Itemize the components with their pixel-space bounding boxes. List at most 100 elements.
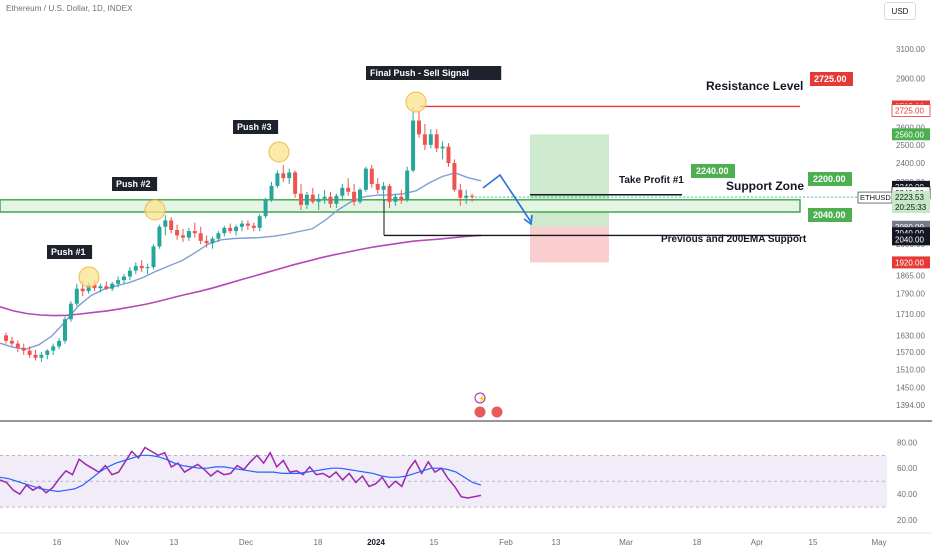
y-tick-label: 2400.00 (896, 159, 925, 168)
candle-body (334, 195, 339, 204)
candle-body (63, 319, 67, 341)
candle-body (127, 270, 132, 277)
candle-body (68, 303, 73, 320)
candle (98, 283, 103, 293)
price-axis-tag-bg (892, 233, 930, 246)
candle-body (251, 225, 256, 228)
rsi-line (0, 446, 482, 499)
candle (281, 164, 286, 182)
candle-body (110, 283, 115, 289)
push-label: Push #2 (112, 177, 158, 191)
previous-support-tag: 2040.00 (800, 208, 852, 230)
candle-body (293, 172, 298, 194)
previous-support-tag-text: 2040.00 (813, 210, 846, 220)
candle (222, 225, 227, 237)
push-label: Push #1 (47, 245, 93, 259)
candle-body (452, 163, 457, 190)
push-label-bg (47, 245, 93, 259)
support-zone-label: Support Zone (726, 179, 804, 193)
support-zone-tag-shape (800, 172, 852, 193)
push-label-bg (112, 177, 158, 191)
candle (322, 189, 327, 204)
candle (251, 222, 256, 232)
candle-body (163, 220, 168, 227)
push-marker (78, 266, 100, 288)
lightning-icon: ⚡ (478, 394, 487, 403)
candle-body (204, 240, 209, 244)
candle-body (27, 350, 32, 355)
candle-body (428, 134, 433, 145)
candle-body (381, 185, 386, 190)
candle-body (133, 265, 138, 271)
candle (375, 178, 380, 194)
y-tick-label: 1790.00 (896, 290, 925, 299)
candle-body (281, 173, 286, 179)
candle (145, 263, 150, 275)
last-price-bg (892, 191, 930, 214)
resistance-tag-shape (800, 72, 853, 94)
candle (228, 223, 233, 234)
candle-body (328, 196, 333, 204)
candle-body (80, 288, 85, 292)
price-axis-tag-text: 2725.00 (895, 107, 924, 116)
stop-zone (530, 226, 609, 263)
projection-arrowhead (523, 214, 533, 226)
candle (4, 332, 8, 344)
candle-body (116, 280, 121, 284)
candle-body (263, 199, 268, 217)
y-tick-label: 1865.00 (896, 271, 925, 280)
candle-body (4, 335, 8, 341)
y-tick-label: 2500.00 (896, 141, 925, 150)
candle (464, 189, 469, 204)
candle-body (310, 194, 315, 202)
x-tick-label: 2024 (367, 538, 385, 547)
symbol-title: Ethereum / U.S. Dollar, 1D, INDEX (6, 4, 133, 13)
candle (9, 336, 14, 347)
candle (104, 281, 109, 290)
candle (405, 166, 410, 202)
resistance-label: Resistance Level (706, 79, 803, 93)
candle-body (405, 170, 410, 200)
candle-body (470, 195, 475, 198)
candle (27, 346, 32, 358)
push-label-bg (366, 66, 502, 80)
push-marker (268, 141, 290, 163)
candle-body (369, 168, 374, 184)
candle-body (86, 285, 91, 292)
candle (163, 215, 168, 236)
y-tick-label: 1570.00 (896, 348, 925, 357)
candle-body (9, 340, 14, 344)
candle (21, 343, 26, 355)
candle-body (104, 286, 109, 289)
candle (139, 260, 144, 272)
currency-button[interactable]: USD (884, 2, 916, 20)
candle (257, 214, 262, 232)
candle (422, 123, 427, 151)
candle (387, 183, 392, 208)
candle (340, 183, 345, 200)
countdown-text: 20:25:33 (895, 203, 927, 212)
price-axis-tag-text: 2560.00 (895, 130, 924, 139)
candle (269, 181, 274, 202)
rsi-tick-label: 80.00 (897, 438, 918, 447)
push-marker (405, 91, 427, 113)
candle-body (198, 233, 203, 241)
candle (452, 159, 457, 192)
candle (175, 224, 180, 240)
candle-body (464, 195, 469, 198)
candle-body (92, 285, 97, 289)
candle-body (57, 340, 62, 347)
price-axis-tag-bg (892, 256, 930, 269)
previous-support-tag-shape (800, 208, 852, 230)
y-tick-label: 1394.00 (896, 401, 925, 410)
support-zone (0, 198, 801, 213)
push-label-text: Push #1 (51, 247, 86, 257)
candle-body (316, 198, 321, 202)
take-profit-tag-text: 2240.00 (696, 166, 729, 176)
support-zone-tag: 2200.00 (800, 172, 852, 193)
candle (275, 170, 280, 188)
candle (240, 220, 244, 232)
candle (399, 189, 404, 204)
candle-body (157, 226, 162, 247)
candle (299, 183, 303, 210)
